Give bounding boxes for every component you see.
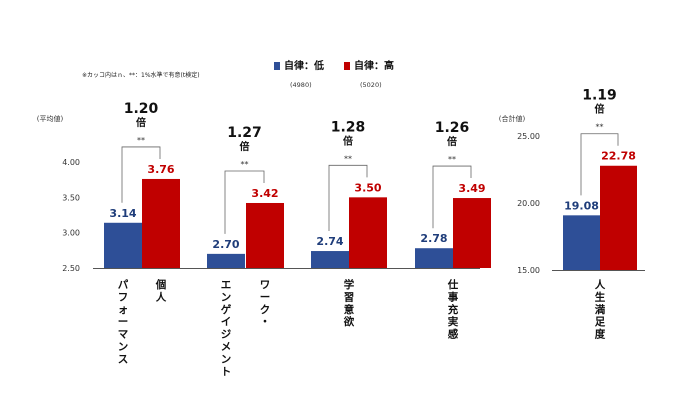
significance-bracket-0 [580, 133, 619, 196]
significance-marker-0: ** [596, 123, 604, 132]
data-label-low-2: 2.74 [316, 235, 343, 248]
data-label-high-0: 22.78 [601, 150, 636, 163]
y-axis-title: (平均値) [37, 114, 64, 123]
y-tick-label: 3.50 [62, 193, 80, 202]
bar-low-3 [415, 248, 453, 268]
y-tick-label: 4.00 [62, 158, 80, 167]
ratio-suffix-0: 倍 [595, 103, 605, 116]
significance-marker-1: ** [241, 160, 249, 169]
significance-marker-2: ** [344, 154, 352, 163]
legend-label-0: 自律：低 [284, 59, 324, 72]
significance-bracket-0 [121, 146, 161, 203]
legend-n-1: (5020) [360, 81, 382, 89]
y-tick-label: 25.00 [517, 132, 540, 141]
bar-high-0 [600, 165, 637, 270]
legend-label-1: 自律：高 [354, 59, 394, 72]
chart-panel-total: (合計値) 15.00 20.00 25.00 19.08 22.78 ** 倍1.19 人生満… [499, 88, 645, 341]
bar-low-1 [207, 253, 245, 268]
significance-bracket-1 [224, 170, 265, 234]
bar-high-2 [349, 197, 387, 268]
category-label-0: 個人 [155, 278, 167, 303]
y-axis-title: (合計値) [499, 114, 526, 123]
ratio-suffix-1: 倍 [240, 140, 250, 153]
ratio-label-3: 1.26 [435, 120, 470, 136]
ratio-label-0: 1.20 [124, 101, 159, 117]
bar-high-3 [453, 198, 491, 268]
bar-low-0 [104, 222, 142, 268]
ratio-label-1: 1.27 [227, 125, 262, 141]
legend-swatch-0 [274, 62, 280, 70]
ratio-suffix-3: 倍 [447, 135, 457, 148]
data-label-low-3: 2.78 [420, 232, 447, 245]
data-label-high-2: 3.50 [354, 181, 381, 194]
bar-low-0 [563, 215, 600, 270]
significance-marker-3: ** [448, 155, 456, 164]
y-tick-label: 20.00 [517, 199, 540, 208]
significance-bracket-2 [328, 164, 368, 232]
category-label-0: パフォーマンス [118, 279, 129, 365]
y-tick-label: 3.00 [62, 229, 80, 238]
significance-marker-0: ** [137, 136, 145, 145]
category-label-1: エンゲイジメント [221, 279, 232, 378]
data-label-high-3: 3.49 [458, 182, 485, 195]
legend-swatch-1 [344, 62, 350, 70]
ratio-label-0: 1.19 [582, 88, 617, 104]
data-label-high-1: 3.42 [251, 187, 278, 200]
data-label-low-0: 19.08 [564, 199, 599, 212]
data-label-low-1: 2.70 [212, 238, 239, 251]
ratio-suffix-0: 倍 [136, 116, 146, 129]
category-label-0: 人生満足度 [595, 278, 606, 341]
y-tick-label: 2.50 [62, 264, 80, 273]
bar-low-2 [311, 251, 349, 268]
bar-high-1 [246, 202, 284, 268]
legend: 自律：低 (4980) 自律：高 (5020) [274, 59, 394, 89]
data-label-high-0: 3.76 [147, 163, 174, 176]
significance-note: ※カッコ内はｎ、**：1%水準で有意(t検定) [82, 71, 200, 79]
legend-n-0: (4980) [290, 81, 312, 89]
bar-high-0 [142, 178, 180, 268]
category-label-3: 仕事充実感 [447, 278, 459, 341]
ratio-suffix-2: 倍 [343, 134, 353, 147]
ratio-label-2: 1.28 [331, 119, 366, 135]
data-label-low-0: 3.14 [109, 207, 136, 220]
chart-panel-average: (平均値)2.503.003.504.003.143.76**倍1.20個人パフ… [37, 101, 491, 378]
category-label-2: 学習意欲 [343, 278, 355, 328]
category-label-1: ワーク・ [260, 279, 271, 328]
significance-bracket-3 [432, 165, 472, 229]
y-tick-label: 15.00 [517, 266, 540, 275]
